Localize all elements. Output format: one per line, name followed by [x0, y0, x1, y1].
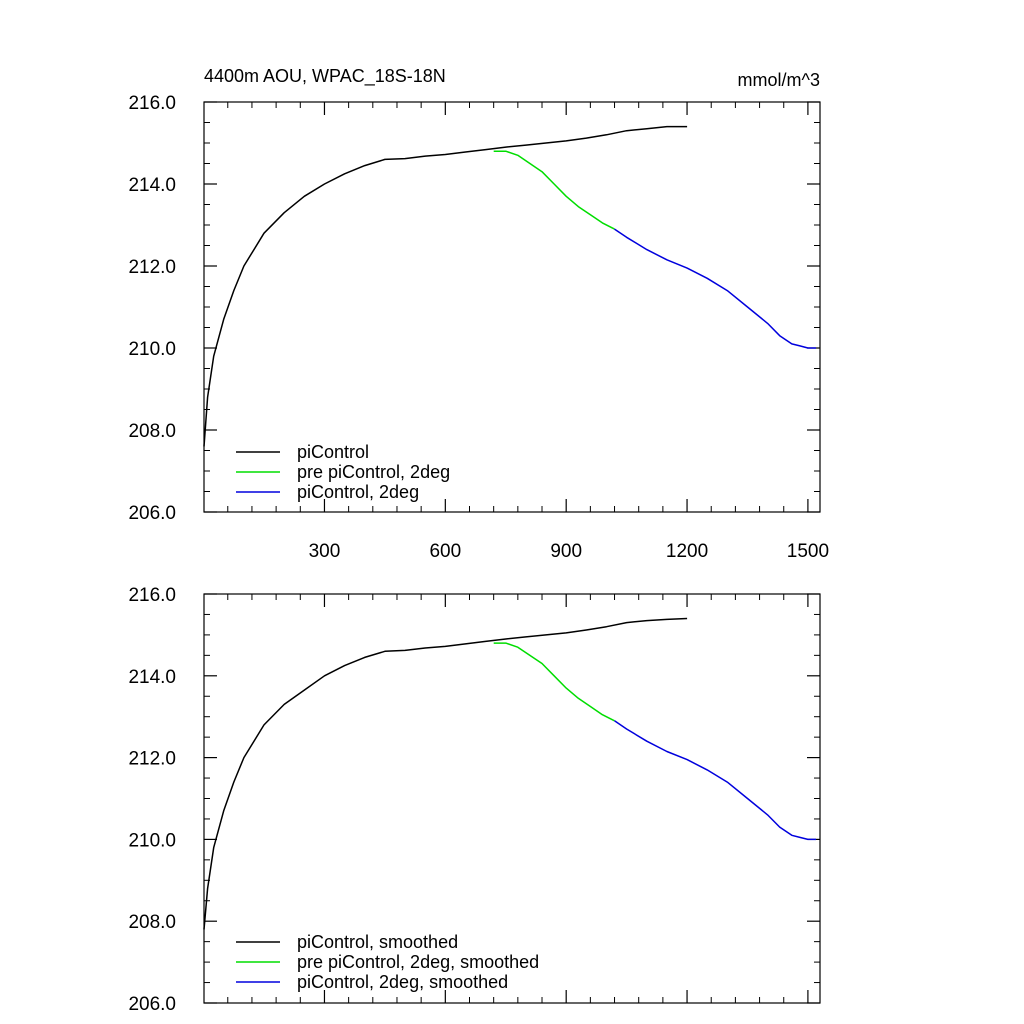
bottom-panel: 206.0 208.0 210.0 212.0 214.0 216.0 piControl,…	[128, 585, 821, 1015]
x-tick-label: 300	[309, 541, 341, 562]
series-line-1	[493, 642, 615, 722]
y-tick-label: 216.0	[128, 93, 176, 114]
x-tick-label: 900	[550, 541, 582, 562]
y-tick-label: 214.0	[128, 667, 176, 688]
x-tick-label: 1200	[666, 541, 708, 562]
top-panel: 206.0 208.0 210.0 212.0 214.0 216.0 300 600 900 1…	[128, 93, 829, 562]
legend-label-1: pre piControl, 2deg	[297, 462, 450, 482]
legend-label-1: pre piControl, 2deg, smoothed	[297, 952, 539, 972]
units-label: mmol/m^3	[738, 70, 820, 90]
x-tick-label: 600	[429, 541, 461, 562]
y-tick-label: 206.0	[128, 994, 176, 1015]
chart-title: 4400m AOU, WPAC_18S-18N	[204, 66, 446, 87]
series-line-0	[203, 617, 688, 930]
series-line-2	[614, 228, 816, 349]
y-tick-label: 212.0	[128, 749, 176, 770]
y-tick-label: 216.0	[128, 585, 176, 606]
y-tick-label: 214.0	[128, 175, 176, 196]
series-line-0	[203, 125, 688, 447]
y-tick-label: 208.0	[128, 912, 176, 933]
legend-label-0: piControl	[297, 442, 369, 462]
y-tick-label: 212.0	[128, 257, 176, 278]
y-tick-label: 208.0	[128, 421, 176, 442]
legend-label-0: piControl, smoothed	[297, 932, 458, 952]
legend-label-2: piControl, 2deg	[297, 482, 419, 502]
y-tick-label: 206.0	[128, 503, 176, 524]
series-line-2	[614, 720, 816, 841]
y-tick-label: 210.0	[128, 830, 176, 851]
y-tick-label: 210.0	[128, 339, 176, 360]
x-tick-label: 1500	[787, 541, 829, 562]
legend-label-2: piControl, 2deg, smoothed	[297, 972, 508, 992]
series-line-1	[493, 150, 615, 230]
